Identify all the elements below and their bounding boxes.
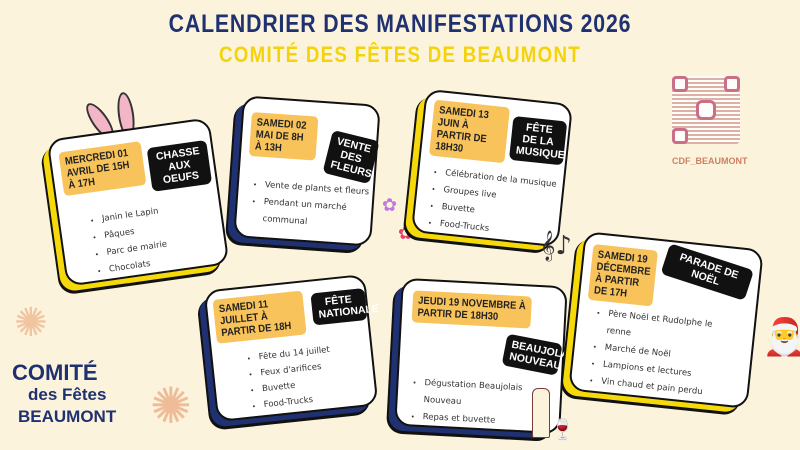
event-card-christmas: SAMEDI 19 DÉCEMBRE À PARTIR DE 17H PARAD…: [568, 231, 764, 409]
santa-icon: 🎅: [762, 317, 800, 358]
event-items: Dégustation Beaujolais NouveauRepas et b…: [410, 374, 531, 431]
social-handle[interactable]: CDF_BEAUMONT: [672, 156, 748, 166]
event-date: SAMEDI 02 MAI DE 8H À 13H: [248, 112, 319, 161]
event-card-national: SAMEDI 11 JUILLET À PARTIR DE 18H FÊTE N…: [203, 273, 379, 423]
event-date: SAMEDI 19 DÉCEMBRE À PARTIR DE 17H: [587, 244, 658, 307]
event-name: PARADE DE NOËL: [660, 243, 755, 301]
event-items: Célébration de la musiqueGroupes liveBuv…: [427, 164, 557, 245]
event-card-easter: MERCREDI 01 AVRIL DE 15H À 17H CHASSE AU…: [46, 117, 230, 287]
event-name: FÊTE DE LA MUSIQUE: [508, 115, 568, 166]
fireworks-icon: ✺: [14, 300, 48, 346]
event-name: CHASSE AUX OEUFS: [146, 139, 213, 192]
instagram-icon: [696, 100, 716, 120]
event-card-flowers: SAMEDI 02 MAI DE 8H À 13H VENTE DES FLEU…: [233, 95, 381, 247]
page-title: CALENDRIER DES MANIFESTATIONS 2026: [168, 10, 632, 38]
event-date: MERCREDI 01 AVRIL DE 15H À 17H: [58, 141, 147, 197]
event-name: BEAUJOLAIS NOUVEAU: [501, 333, 579, 376]
event-items: Vente de plants et fleursPendant un marc…: [250, 176, 371, 235]
event-items: Fête du 14 juilletFeux d'arificesBuvette…: [246, 342, 336, 414]
page-subtitle: COMITÉ DES FÊTES DE BEAUMONT: [219, 42, 581, 67]
event-name: VENTE DES FLEURS: [322, 129, 380, 185]
event-date: SAMEDI 11 JUILLET À PARTIR DE 18H: [212, 290, 307, 344]
event-items: Père Noël et Rudolphe le renneMarché de …: [588, 305, 728, 403]
qr-code[interactable]: [672, 76, 740, 144]
event-date: JEUDI 19 NOVEMBRE À PARTIR DE 18H30: [411, 290, 532, 329]
wine-bottle-icon: [532, 388, 550, 438]
wine-glass-icon: 🍷: [550, 417, 575, 441]
event-name: FÊTE NATIONALE: [310, 288, 379, 326]
flower-icon: ✿: [382, 195, 398, 216]
event-date: SAMEDI 13 JUIN À PARTIR DE 18H30: [428, 99, 511, 164]
music-notes-icon: 𝄞♪: [540, 231, 572, 261]
fireworks-icon: ✺: [150, 377, 192, 435]
event-items: Janin le LapinPâquesParc de mairieChocol…: [89, 203, 171, 280]
event-card-music: SAMEDI 13 JUIN À PARTIR DE 18H30 FÊTE DE…: [410, 88, 574, 248]
flower-icon: ✿: [398, 223, 414, 244]
comite-logo: COMITÉ des Fêtes BEAUMONT: [12, 360, 117, 427]
